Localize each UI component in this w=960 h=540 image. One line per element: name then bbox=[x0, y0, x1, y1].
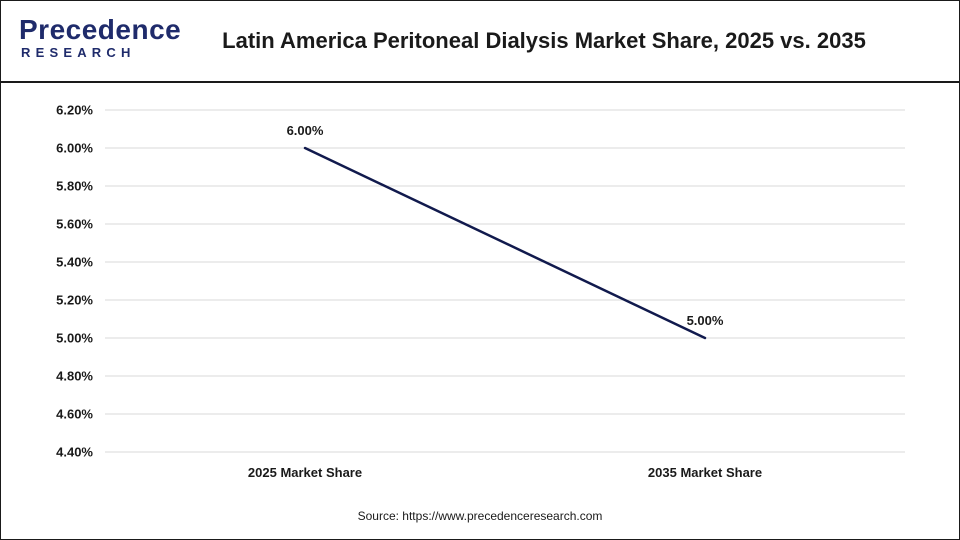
y-axis-tick-labels: 6.20% 6.00% 5.80% 5.60% 5.40% 5.20% 5.00% 4.80%… bbox=[56, 103, 93, 460]
x-tick-label: 2035 Market Share bbox=[648, 465, 762, 480]
gridlines bbox=[105, 109, 905, 453]
y-tick-label: 5.60% bbox=[56, 217, 93, 232]
data-label: 5.00% bbox=[687, 313, 724, 328]
series-line-group bbox=[303, 146, 707, 340]
y-tick-label: 5.40% bbox=[56, 255, 93, 270]
logo-subtitle: RESEARCH bbox=[21, 45, 136, 60]
source-note: Source: https://www.precedenceresearch.c… bbox=[357, 509, 603, 523]
data-labels: 6.00% 5.00% bbox=[287, 123, 724, 328]
y-tick-label: 5.80% bbox=[56, 179, 93, 194]
y-tick-label: 5.00% bbox=[56, 331, 93, 346]
x-axis-tick-labels: 2025 Market Share 2035 Market Share bbox=[248, 465, 762, 480]
y-tick-label: 5.20% bbox=[56, 293, 93, 308]
y-tick-label: 4.40% bbox=[56, 445, 93, 460]
logo-wordmark: Precedence bbox=[19, 14, 182, 45]
y-tick-label: 4.60% bbox=[56, 407, 93, 422]
precedence-research-logo: Precedence RESEARCH bbox=[19, 15, 181, 65]
header-bar: Precedence RESEARCH Latin America Perito… bbox=[1, 1, 959, 83]
y-tick-label: 6.00% bbox=[56, 141, 93, 156]
chart-title: Latin America Peritoneal Dialysis Market… bbox=[222, 28, 866, 53]
data-label: 6.00% bbox=[287, 123, 324, 138]
x-tick-label: 2025 Market Share bbox=[248, 465, 362, 480]
y-tick-label: 6.20% bbox=[56, 103, 93, 118]
y-tick-label: 4.80% bbox=[56, 369, 93, 384]
series-line bbox=[303, 146, 707, 340]
